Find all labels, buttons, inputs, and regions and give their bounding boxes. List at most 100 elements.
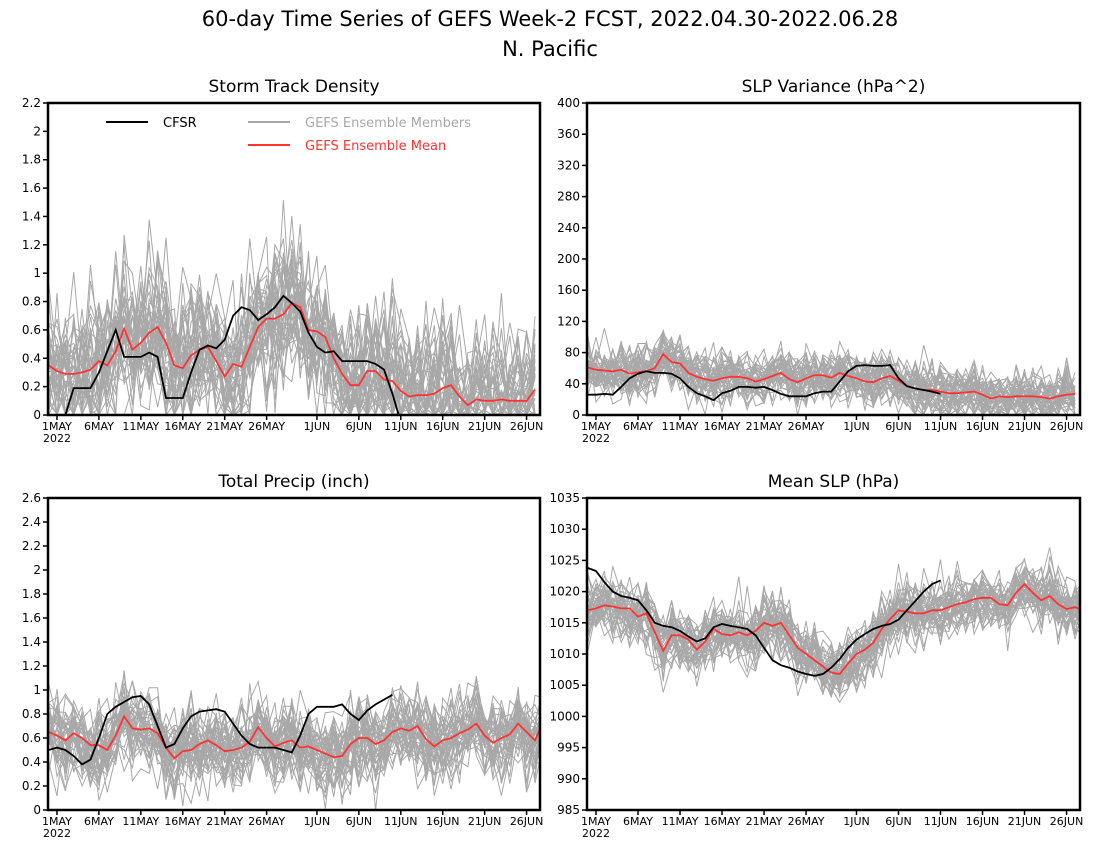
ensemble-member-line bbox=[587, 586, 1080, 681]
y-tick-label: 400 bbox=[557, 96, 580, 110]
y-tick-label: 990 bbox=[557, 772, 580, 786]
y-tick-label: 0 bbox=[33, 803, 41, 817]
y-tick-label: 360 bbox=[557, 127, 580, 141]
cfsr-line bbox=[587, 364, 941, 402]
y-tick-label: 280 bbox=[557, 190, 580, 204]
y-tick-label: 80 bbox=[565, 346, 580, 360]
x-tick-label: 1JUN bbox=[843, 815, 870, 828]
x-tick-label: 11JUN bbox=[384, 815, 418, 828]
ensemble-member-line bbox=[587, 344, 1076, 415]
cfsr-line bbox=[64, 294, 400, 415]
x-tick-label: 1JUN bbox=[304, 815, 331, 828]
ensemble-mean-line bbox=[587, 582, 1080, 675]
panel-2: Total Precip (inch) 0 0.2 0.4 0.6 0.8 1 1.2 1.4 1… bbox=[22, 472, 543, 840]
x-tick-label: 26MAY bbox=[788, 420, 825, 433]
x-year-label: 2022 bbox=[43, 827, 71, 840]
y-tick-label: 1025 bbox=[549, 553, 580, 567]
plot-area bbox=[48, 199, 536, 415]
ensemble-member-line bbox=[48, 234, 536, 415]
ensemble-member-line bbox=[587, 328, 1076, 415]
x-tick-label: 26JUN bbox=[1050, 815, 1084, 828]
x-tick-label: 6JUN bbox=[346, 420, 373, 433]
y-tick-label: 2.2 bbox=[22, 96, 41, 110]
x-tick-label: 11MAY bbox=[122, 420, 159, 433]
y-tick-label: 0.6 bbox=[22, 323, 41, 337]
y-tick-label: 0.4 bbox=[22, 755, 41, 769]
ensemble-member-line bbox=[48, 289, 536, 415]
x-tick-label: 6MAY bbox=[623, 420, 653, 433]
y-tick-label: 2 bbox=[33, 563, 41, 577]
panel-3: Mean SLP (hPa) 985 990 995 1000 1005 1010 1015 1… bbox=[549, 472, 1083, 840]
y-tick-label: 0.2 bbox=[22, 779, 41, 793]
plot-frame bbox=[46, 101, 542, 417]
ensemble-member-line bbox=[48, 282, 536, 415]
ensemble-member-line bbox=[48, 236, 536, 415]
x-tick-label: 16JUN bbox=[426, 815, 460, 828]
y-tick-label: 1015 bbox=[549, 616, 580, 630]
y-tick-label: 1.4 bbox=[22, 635, 41, 649]
x-year-label: 2022 bbox=[43, 432, 71, 445]
panel-title: Storm Track Density bbox=[208, 77, 379, 97]
y-tick-label: 320 bbox=[557, 158, 580, 172]
panel-title: Mean SLP (hPa) bbox=[768, 472, 900, 492]
ensemble-member-line bbox=[587, 547, 1080, 690]
ensemble-member-line bbox=[48, 199, 536, 415]
x-tick-label: 26JUN bbox=[1050, 420, 1084, 433]
ensemble-member-line bbox=[48, 705, 540, 799]
x-tick-label: 21MAY bbox=[206, 420, 243, 433]
ensemble-member-line bbox=[48, 256, 536, 415]
legend-cfsr-label: CFSR bbox=[163, 116, 197, 131]
x-year-label: 2022 bbox=[582, 432, 610, 445]
x-tick-label: 1MAY bbox=[581, 420, 611, 433]
y-tick-label: 1.8 bbox=[22, 153, 41, 167]
x-tick-label: 1MAY bbox=[581, 815, 611, 828]
x-tick-label: 21MAY bbox=[746, 420, 783, 433]
x-year-label: 2022 bbox=[582, 827, 610, 840]
x-tick-label: 26MAY bbox=[248, 815, 285, 828]
ensemble-member-line bbox=[587, 340, 1076, 415]
x-tick-label: 16MAY bbox=[164, 815, 201, 828]
y-tick-label: 1010 bbox=[549, 647, 580, 661]
y-tick-label: 1020 bbox=[549, 585, 580, 599]
legend: CFSR GEFS Ensemble Members GEFS Ensemble M… bbox=[106, 116, 471, 154]
x-tick-label: 1JUN bbox=[843, 420, 870, 433]
y-tick-label: 160 bbox=[557, 283, 580, 297]
x-tick-label: 21MAY bbox=[746, 815, 783, 828]
figure-title: 60-day Time Series of GEFS Week-2 FCST, … bbox=[202, 7, 899, 31]
x-tick-label: 26MAY bbox=[248, 420, 285, 433]
ensemble-member-line bbox=[48, 266, 536, 415]
x-tick-label: 1MAY bbox=[42, 815, 72, 828]
y-tick-label: 2.4 bbox=[22, 515, 41, 529]
y-tick-label: 240 bbox=[557, 221, 580, 235]
legend-mean-label: GEFS Ensemble Mean bbox=[305, 139, 446, 154]
x-tick-label: 6JUN bbox=[885, 420, 912, 433]
ensemble-member-line bbox=[587, 569, 1080, 690]
y-tick-label: 0 bbox=[572, 408, 580, 422]
x-tick-label: 6MAY bbox=[84, 815, 114, 828]
ensemble-member-line bbox=[48, 693, 540, 784]
panel-title: SLP Variance (hPa^2) bbox=[742, 77, 926, 97]
y-tick-label: 2.2 bbox=[22, 539, 41, 553]
cfsr-line bbox=[48, 694, 393, 766]
x-tick-label: 11JUN bbox=[924, 815, 958, 828]
y-tick-label: 1.4 bbox=[22, 209, 41, 223]
y-tick-label: 2 bbox=[33, 124, 41, 138]
plot-area bbox=[587, 328, 1076, 415]
ensemble-member-line bbox=[48, 274, 536, 415]
y-tick-label: 0.8 bbox=[22, 707, 41, 721]
x-tick-label: 6MAY bbox=[84, 420, 114, 433]
ensemble-member-line bbox=[48, 273, 536, 415]
y-tick-label: 985 bbox=[557, 803, 580, 817]
ensemble-mean-line bbox=[587, 352, 1076, 400]
y-tick-label: 1005 bbox=[549, 678, 580, 692]
ensemble-member-line bbox=[48, 685, 540, 805]
y-tick-label: 1030 bbox=[549, 522, 580, 536]
ensemble-member-line bbox=[48, 267, 536, 415]
cfsr-line bbox=[587, 567, 941, 677]
y-tick-label: 1.8 bbox=[22, 587, 41, 601]
x-tick-label: 26JUN bbox=[510, 815, 544, 828]
y-tick-label: 120 bbox=[557, 314, 580, 328]
y-tick-label: 40 bbox=[565, 377, 580, 391]
ensemble-member-line bbox=[587, 564, 1080, 689]
x-tick-label: 16MAY bbox=[704, 420, 741, 433]
